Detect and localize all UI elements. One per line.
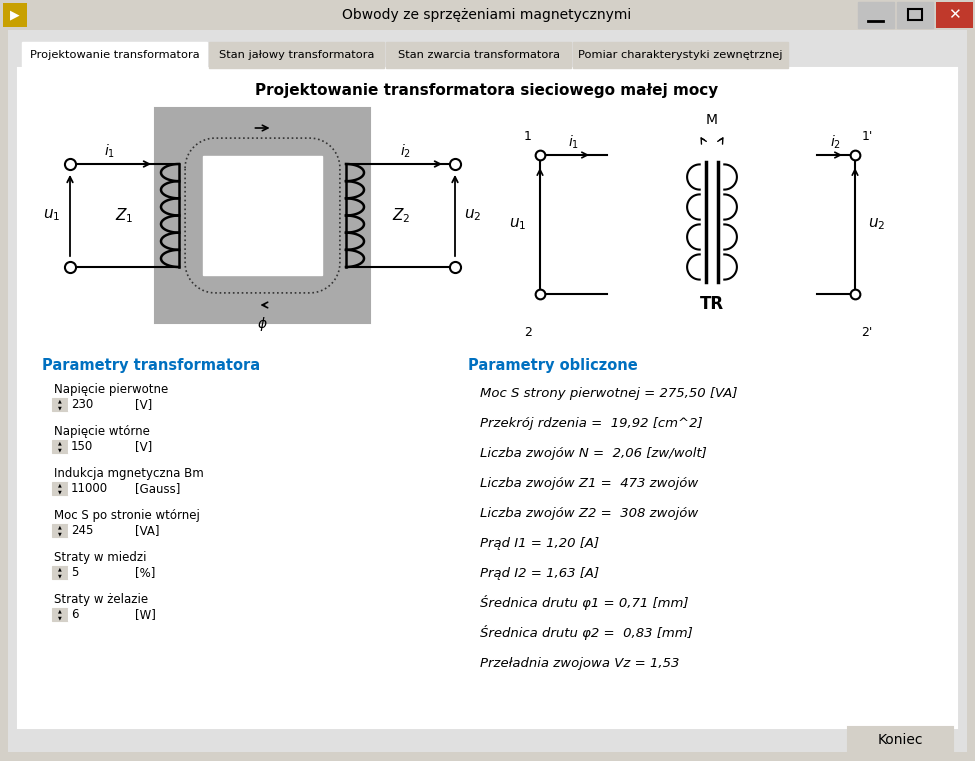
Text: Pomiar charakterystyki zewnętrznej: Pomiar charakterystyki zewnętrznej [578,50,783,60]
Text: $u_1$: $u_1$ [43,208,60,223]
Bar [18,68,957,728]
Bar [858,2,894,28]
Text: ✕: ✕ [948,8,960,23]
Bar [52,482,68,495]
Text: ▲: ▲ [58,524,61,530]
Text: $i_1$: $i_1$ [568,133,579,151]
Text: M: M [706,113,718,127]
Bar [52,608,68,621]
Text: 230: 230 [71,398,94,411]
Text: $Z_1$: $Z_1$ [115,206,134,224]
Bar [607,127,817,322]
Text: Napięcie wtórne: Napięcie wtórne [54,425,150,438]
Bar [936,2,973,28]
Bar [897,2,933,28]
Text: $u_2$: $u_2$ [869,217,885,232]
Text: ▶: ▶ [10,8,20,21]
Bar [68,398,128,411]
Text: ▼: ▼ [58,615,61,620]
Text: $i_1$: $i_1$ [104,142,116,160]
Bar [68,566,128,579]
Text: $u_2$: $u_2$ [464,208,482,223]
Text: Średnica drutu φ1 = 0,71 [mm]: Średnica drutu φ1 = 0,71 [mm] [480,596,688,610]
Bar [68,482,128,495]
Text: [Gauss]: [Gauss] [135,482,180,495]
Text: ▲: ▲ [58,482,61,488]
Text: Prąd I1 = 1,20 [A]: Prąd I1 = 1,20 [A] [480,537,599,549]
Text: ▼: ▼ [58,405,61,410]
Text: ▲: ▲ [58,566,61,572]
Text: 150: 150 [71,440,94,453]
Text: Koniec: Koniec [878,733,923,747]
Bar [52,524,68,537]
Text: 6: 6 [71,608,79,621]
Bar [52,398,68,411]
Text: ▼: ▼ [58,447,61,452]
Text: [W]: [W] [135,608,156,621]
Text: Przeładnia zwojowa Vz = 1,53: Przeładnia zwojowa Vz = 1,53 [480,657,680,670]
Text: Parametry obliczone: Parametry obliczone [468,358,638,373]
Text: Stan zwarcia transformatora: Stan zwarcia transformatora [398,50,560,60]
Text: ▼: ▼ [58,573,61,578]
Text: ▲: ▲ [58,399,61,403]
Text: 1': 1' [861,130,873,144]
Text: Projektowanie transformatora: Projektowanie transformatora [29,50,199,60]
Text: Straty w miedzi: Straty w miedzi [54,551,146,564]
Bar [52,566,68,579]
Text: 1: 1 [525,130,532,144]
Bar [0,0,975,30]
Text: ▲: ▲ [58,609,61,613]
Bar [3,3,27,27]
Bar [22,42,207,68]
Text: Moc S strony pierwotnej = 275,50 [VA]: Moc S strony pierwotnej = 275,50 [VA] [480,387,737,400]
Text: $u_1$: $u_1$ [509,217,527,232]
Text: $i_2$: $i_2$ [401,142,411,160]
Text: Parametry transformatora: Parametry transformatora [42,358,260,373]
Text: Średnica drutu φ2 =  0,83 [mm]: Średnica drutu φ2 = 0,83 [mm] [480,626,693,641]
Text: [%]: [%] [135,566,155,579]
Text: ▼: ▼ [58,531,61,536]
Text: 2: 2 [525,326,532,339]
Text: $Z_2$: $Z_2$ [392,206,410,224]
Text: Liczba zwojów N =  2,06 [zw/wolt]: Liczba zwojów N = 2,06 [zw/wolt] [480,447,707,460]
Text: Stan jałowy transformatora: Stan jałowy transformatora [218,50,374,60]
Text: 245: 245 [71,524,94,537]
Bar [68,440,128,453]
Text: Przekrój rdzenia =  19,92 [cm^2]: Przekrój rdzenia = 19,92 [cm^2] [480,416,703,429]
Text: 2': 2' [861,326,873,339]
Bar [52,440,68,453]
Text: [VA]: [VA] [135,524,160,537]
Text: Moc S po stronie wtórnej: Moc S po stronie wtórnej [54,509,200,522]
Text: ▲: ▲ [58,441,61,445]
Text: $\phi$: $\phi$ [257,315,268,333]
Text: Liczba zwojów Z1 =  473 zwojów: Liczba zwojów Z1 = 473 zwojów [480,476,698,489]
Bar [848,727,953,752]
Bar [68,608,128,621]
Text: $i_2$: $i_2$ [831,133,841,151]
Text: ▼: ▼ [58,489,61,494]
Text: TR: TR [700,295,724,313]
Bar [209,42,384,68]
Bar [68,524,128,537]
Text: Obwody ze sprzężeniami magnetycznymi: Obwody ze sprzężeniami magnetycznymi [342,8,632,22]
Text: Indukcja mgnetyczna Bm: Indukcja mgnetyczna Bm [54,467,204,480]
Text: Straty w żelazie: Straty w żelazie [54,593,148,606]
Bar [155,108,370,323]
Text: 5: 5 [71,566,78,579]
Text: Prąd I2 = 1,63 [A]: Prąd I2 = 1,63 [A] [480,566,599,579]
Bar [908,9,922,20]
Text: [V]: [V] [135,440,152,453]
Text: Liczba zwojów Z2 =  308 zwojów: Liczba zwojów Z2 = 308 zwojów [480,507,698,520]
Text: Napięcie pierwotne: Napięcie pierwotne [54,383,169,396]
Bar [203,156,322,275]
Bar [573,42,788,68]
Bar [386,42,571,68]
Text: 11000: 11000 [71,482,108,495]
Text: Projektowanie transformatora sieciowego małej mocy: Projektowanie transformatora sieciowego … [255,82,719,97]
Text: [V]: [V] [135,398,152,411]
